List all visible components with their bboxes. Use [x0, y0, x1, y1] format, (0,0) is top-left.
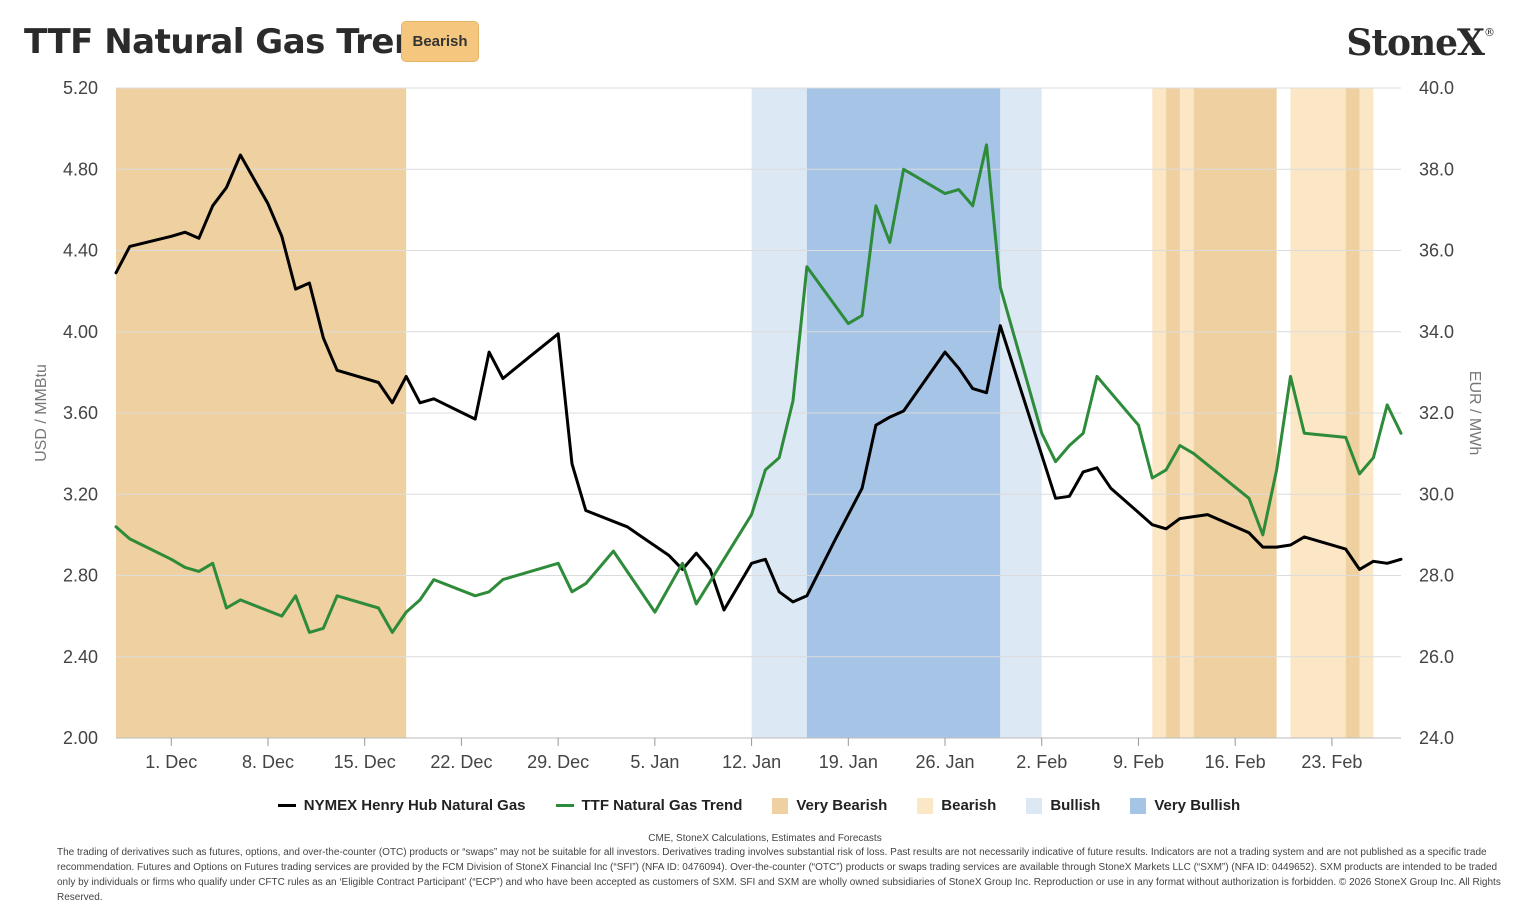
- y2-tick-label: 28.0: [1419, 566, 1454, 586]
- legend-swatch-marker: [917, 797, 934, 814]
- y-tick-label: 5.20: [63, 78, 98, 98]
- ttf-line: [114, 143, 1403, 634]
- trend-status-badge: Bearish: [401, 21, 479, 62]
- x-tick-label: 8. Dec: [242, 752, 294, 772]
- legend-label: Very Bearish: [796, 797, 888, 814]
- y2-tick-label: 38.0: [1419, 159, 1454, 179]
- y-tick-label: 3.60: [63, 403, 98, 423]
- x-tick-label: 19. Jan: [819, 752, 878, 772]
- legend-item[interactable]: TTF Natural Gas Trend: [555, 797, 743, 814]
- x-tick-label: 9. Feb: [1113, 752, 1164, 772]
- x-tick-label: 26. Jan: [916, 752, 975, 772]
- y-tick-label: 4.00: [63, 322, 98, 342]
- legend-item[interactable]: Very Bullish: [1130, 797, 1240, 814]
- legend-label: NYMEX Henry Hub Natural Gas: [303, 797, 526, 814]
- x-tick-label: 1. Dec: [145, 752, 197, 772]
- right-axis-label: EUR / MWh: [1466, 371, 1483, 455]
- legend-swatch-marker: [1026, 797, 1043, 814]
- y2-tick-label: 32.0: [1419, 403, 1454, 423]
- x-tick-label: 12. Jan: [722, 752, 781, 772]
- legend-swatch-marker: [772, 797, 789, 814]
- legend-item[interactable]: Bullish: [1026, 797, 1100, 814]
- x-axis-ticks: 1. Dec 8. Dec 15. Dec 22. Dec 29. Dec 5. Jan 1…: [145, 738, 1362, 772]
- x-tick-label: 15. Dec: [334, 752, 396, 772]
- trend-chart: 2.00 2.40 2.80 3.20 3.60 4.00 4.40 4.80 5.20 24.…: [33, 78, 1483, 772]
- legend-line-marker: [277, 804, 296, 807]
- y-tick-label: 2.80: [63, 566, 98, 586]
- y-tick-label: 2.00: [63, 728, 98, 748]
- source-note: CME, StoneX Calculations, Estimates and …: [648, 833, 882, 844]
- y-tick-label: 4.80: [63, 159, 98, 179]
- legend-line-marker: [555, 804, 574, 807]
- x-tick-label: 22. Dec: [430, 752, 492, 772]
- right-axis-ticks: 24.0 26.0 28.0 30.0 32.0 34.0 36.0 38.0 40.0: [1419, 78, 1454, 748]
- legend-item[interactable]: Very Bearish: [772, 797, 887, 814]
- y2-tick-label: 36.0: [1419, 241, 1454, 261]
- legend-label: Very Bullish: [1154, 797, 1241, 814]
- y2-tick-label: 34.0: [1419, 322, 1454, 342]
- page-title: TTF Natural Gas Trend: [24, 22, 442, 62]
- legend-label: Bullish: [1050, 797, 1101, 814]
- y-tick-label: 3.20: [63, 484, 98, 504]
- grid-lines: [116, 87, 1401, 739]
- y2-tick-label: 26.0: [1419, 647, 1454, 667]
- disclaimer-text: The trading of derivatives such as futur…: [57, 847, 1501, 903]
- left-axis-ticks: 2.00 2.40 2.80 3.20 3.60 4.00 4.40 4.80 5.20: [63, 78, 98, 748]
- legend-item[interactable]: NYMEX Henry Hub Natural Gas: [277, 797, 526, 814]
- y-tick-label: 4.40: [63, 241, 98, 261]
- legend-label: Bearish: [941, 797, 997, 814]
- registered-mark: ®: [1484, 26, 1495, 39]
- series-lines: [114, 143, 1403, 634]
- y-tick-label: 2.40: [63, 647, 98, 667]
- x-tick-label: 16. Feb: [1205, 752, 1266, 772]
- legend-item[interactable]: Bearish: [917, 797, 996, 814]
- left-axis-label: USD / MMBtu: [33, 364, 50, 462]
- henry-hub-line: [114, 153, 1403, 612]
- y2-tick-label: 30.0: [1419, 484, 1454, 504]
- y2-tick-label: 24.0: [1419, 728, 1454, 748]
- legend-label: TTF Natural Gas Trend: [581, 797, 743, 814]
- x-tick-label: 29. Dec: [527, 752, 589, 772]
- y2-tick-label: 40.0: [1419, 78, 1454, 98]
- legend-swatch-marker: [1130, 797, 1147, 814]
- x-tick-label: 23. Feb: [1301, 752, 1362, 772]
- logo-text: StoneX: [1346, 22, 1485, 64]
- x-tick-label: 2. Feb: [1016, 752, 1067, 772]
- x-tick-label: 5. Jan: [630, 752, 679, 772]
- chart-legend: NYMEX Henry Hub Natural Gas TTF Natural G…: [0, 797, 1518, 814]
- stonex-logo: StoneX®: [1346, 22, 1495, 64]
